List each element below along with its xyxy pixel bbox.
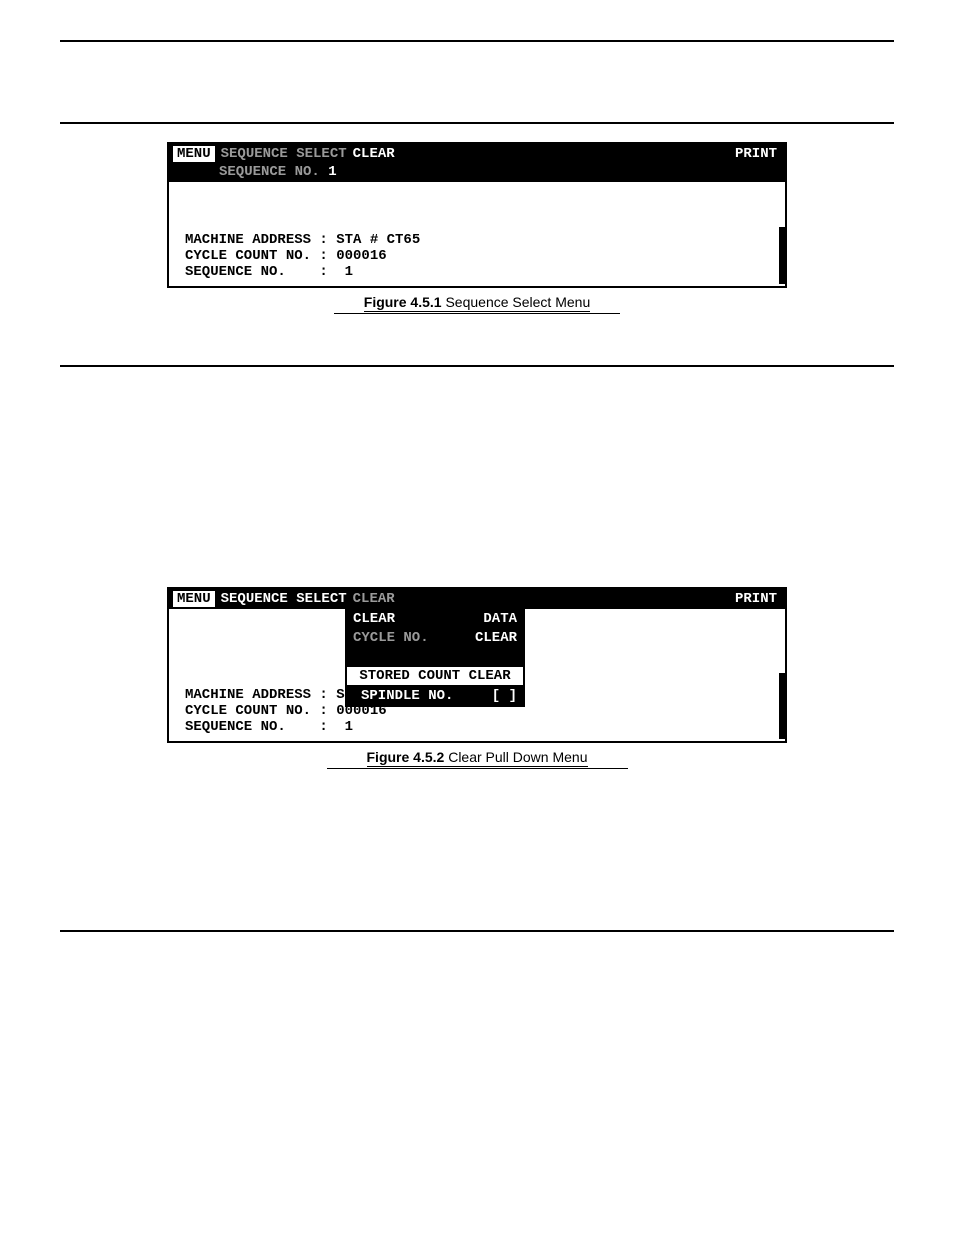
section-divider-1 <box>60 122 894 124</box>
caption-2-text: Clear Pull Down Menu <box>448 749 587 765</box>
caption-2-label: Figure 4.5.2 <box>367 749 445 765</box>
caption-1-label: Figure 4.5.1 <box>364 294 442 310</box>
dropdown-row-stored-count-clear[interactable]: STORED COUNT CLEAR <box>347 666 523 686</box>
menubar-item-sequence-select[interactable]: SEQUENCE SELECT <box>221 146 347 162</box>
info-block-1: MACHINE ADDRESS : STA # CT65 CYCLE COUNT… <box>169 182 785 286</box>
screenshot-sequence-select: MENU SEQUENCE SELECT CLEAR PRINT SEQUENC… <box>167 142 787 288</box>
dropdown-row-cycle-no-clear[interactable]: CYCLE NO. CLEAR <box>347 628 523 647</box>
menubar2-item-clear[interactable]: CLEAR <box>353 591 395 607</box>
top-divider <box>60 40 894 42</box>
scrollbar-stub-2 <box>779 673 785 739</box>
bottom-divider <box>60 930 894 932</box>
screenshot-clear-pulldown: MENU SEQUENCE SELECT CLEAR PRINT CLEAR D… <box>167 587 787 743</box>
clear-dropdown: CLEAR DATA CYCLE NO. CLEAR STORED COUNT … <box>345 609 525 707</box>
section-divider-2 <box>60 365 894 367</box>
sequence-no-label: SEQUENCE NO. <box>219 164 320 180</box>
sequence-no-row: SEQUENCE NO. 1 <box>169 164 785 182</box>
cycle-count-line: CYCLE COUNT NO. : 000016 <box>185 248 769 264</box>
sequence-no-value: 1 <box>328 164 336 180</box>
scrollbar-stub <box>779 227 785 284</box>
sequence-line: SEQUENCE NO. : 1 <box>185 264 769 280</box>
caption-1: Figure 4.5.1 Sequence Select Menu <box>60 294 894 315</box>
dropdown-row-clear-data[interactable]: CLEAR DATA <box>347 609 523 628</box>
menubar-item-print[interactable]: PRINT <box>735 146 781 162</box>
sequence-line-2: SEQUENCE NO. : 1 <box>185 719 769 735</box>
menubar-2: MENU SEQUENCE SELECT CLEAR PRINT <box>169 589 785 609</box>
dropdown-row-spindle-no[interactable]: SPINDLE NO. [ ] <box>347 686 523 705</box>
caption-1-text: Sequence Select Menu <box>445 294 590 310</box>
menubar-1: MENU SEQUENCE SELECT CLEAR PRINT <box>169 144 785 164</box>
menubar2-item-sequence-select[interactable]: SEQUENCE SELECT <box>221 591 347 607</box>
caption-2: Figure 4.5.2 Clear Pull Down Menu <box>60 749 894 770</box>
menu-button-2[interactable]: MENU <box>173 591 215 607</box>
menubar-item-clear[interactable]: CLEAR <box>353 146 395 162</box>
menubar2-item-print[interactable]: PRINT <box>735 591 781 607</box>
machine-address-line: MACHINE ADDRESS : STA # CT65 <box>185 232 769 248</box>
menu-button[interactable]: MENU <box>173 146 215 162</box>
